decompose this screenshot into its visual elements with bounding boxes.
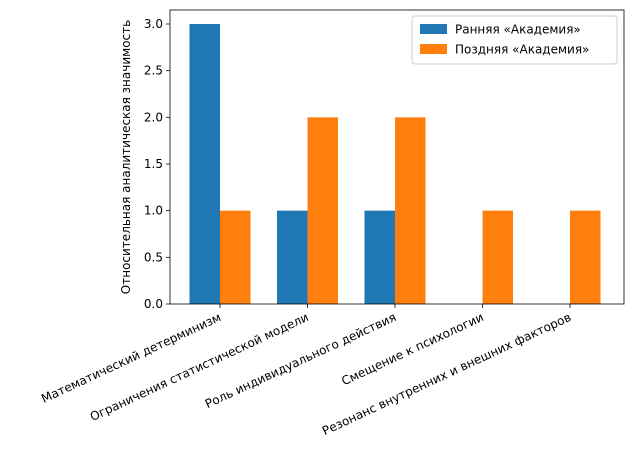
legend-swatch (420, 24, 447, 34)
bar-early-2 (364, 210, 395, 304)
y-tick-label: 1.5 (144, 157, 163, 171)
y-tick-label: 1.0 (144, 204, 163, 218)
plot-frame (169, 9, 625, 305)
legend-label: Ранняя «Академия» (455, 23, 581, 37)
y-tick-label: 3.0 (144, 17, 163, 31)
bar-late-4 (570, 210, 601, 304)
y-tick-label: 2.0 (144, 110, 163, 124)
legend-swatch (420, 44, 447, 54)
y-tick-label: 0.0 (144, 297, 163, 311)
legend-box (411, 15, 618, 65)
y-tick-label: 0.5 (144, 250, 163, 264)
bar-early-0 (189, 24, 220, 304)
y-axis-label: Относительная аналитическая значимость (119, 20, 133, 294)
bar-late-2 (395, 117, 426, 304)
bar-late-0 (220, 210, 251, 304)
bar-late-1 (307, 117, 338, 304)
y-tick-label: 2.5 (144, 64, 163, 78)
legend: Ранняя «Академия» Поздняя «Академия» (411, 15, 618, 65)
bars-group (189, 24, 601, 304)
bar-late-3 (482, 210, 513, 304)
bar-early-1 (277, 210, 308, 304)
y-axis: 0.0 0.5 1.0 1.5 2.0 2.5 3.0 (144, 17, 170, 311)
legend-label: Поздняя «Академия» (455, 43, 589, 57)
